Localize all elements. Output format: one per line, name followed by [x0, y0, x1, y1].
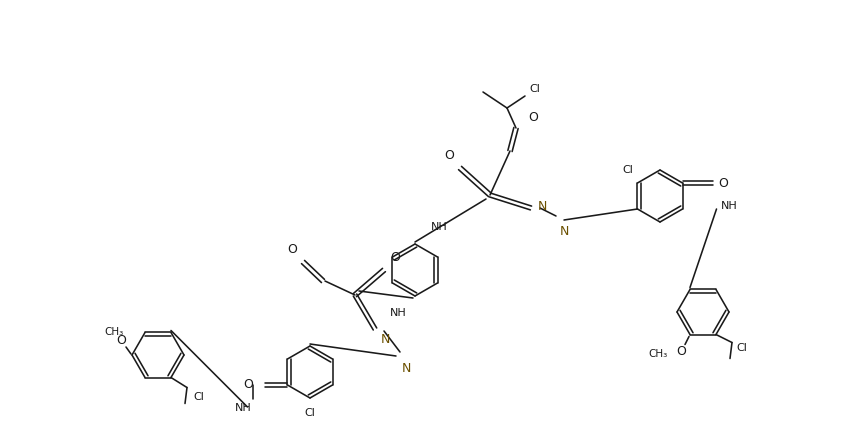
Text: Cl: Cl	[529, 84, 540, 94]
Text: O: O	[528, 111, 538, 124]
Text: CH₃: CH₃	[648, 348, 668, 358]
Text: N: N	[381, 333, 391, 346]
Text: CH₃: CH₃	[104, 327, 124, 337]
Text: Cl: Cl	[305, 408, 316, 418]
Text: N: N	[402, 362, 412, 375]
Text: Cl: Cl	[193, 392, 204, 402]
Text: O: O	[243, 378, 253, 392]
Text: O: O	[390, 251, 400, 264]
Text: NH: NH	[431, 222, 448, 232]
Text: O: O	[116, 334, 126, 347]
Text: NH: NH	[390, 308, 407, 318]
Text: O: O	[444, 149, 454, 162]
Text: Cl: Cl	[736, 343, 747, 353]
Text: N: N	[560, 225, 569, 238]
Text: NH: NH	[721, 201, 738, 211]
Text: O: O	[718, 177, 728, 190]
Text: O: O	[287, 243, 297, 256]
Text: Cl: Cl	[622, 165, 633, 175]
Text: O: O	[676, 344, 686, 358]
Text: N: N	[538, 200, 547, 212]
Text: NH: NH	[235, 403, 252, 413]
